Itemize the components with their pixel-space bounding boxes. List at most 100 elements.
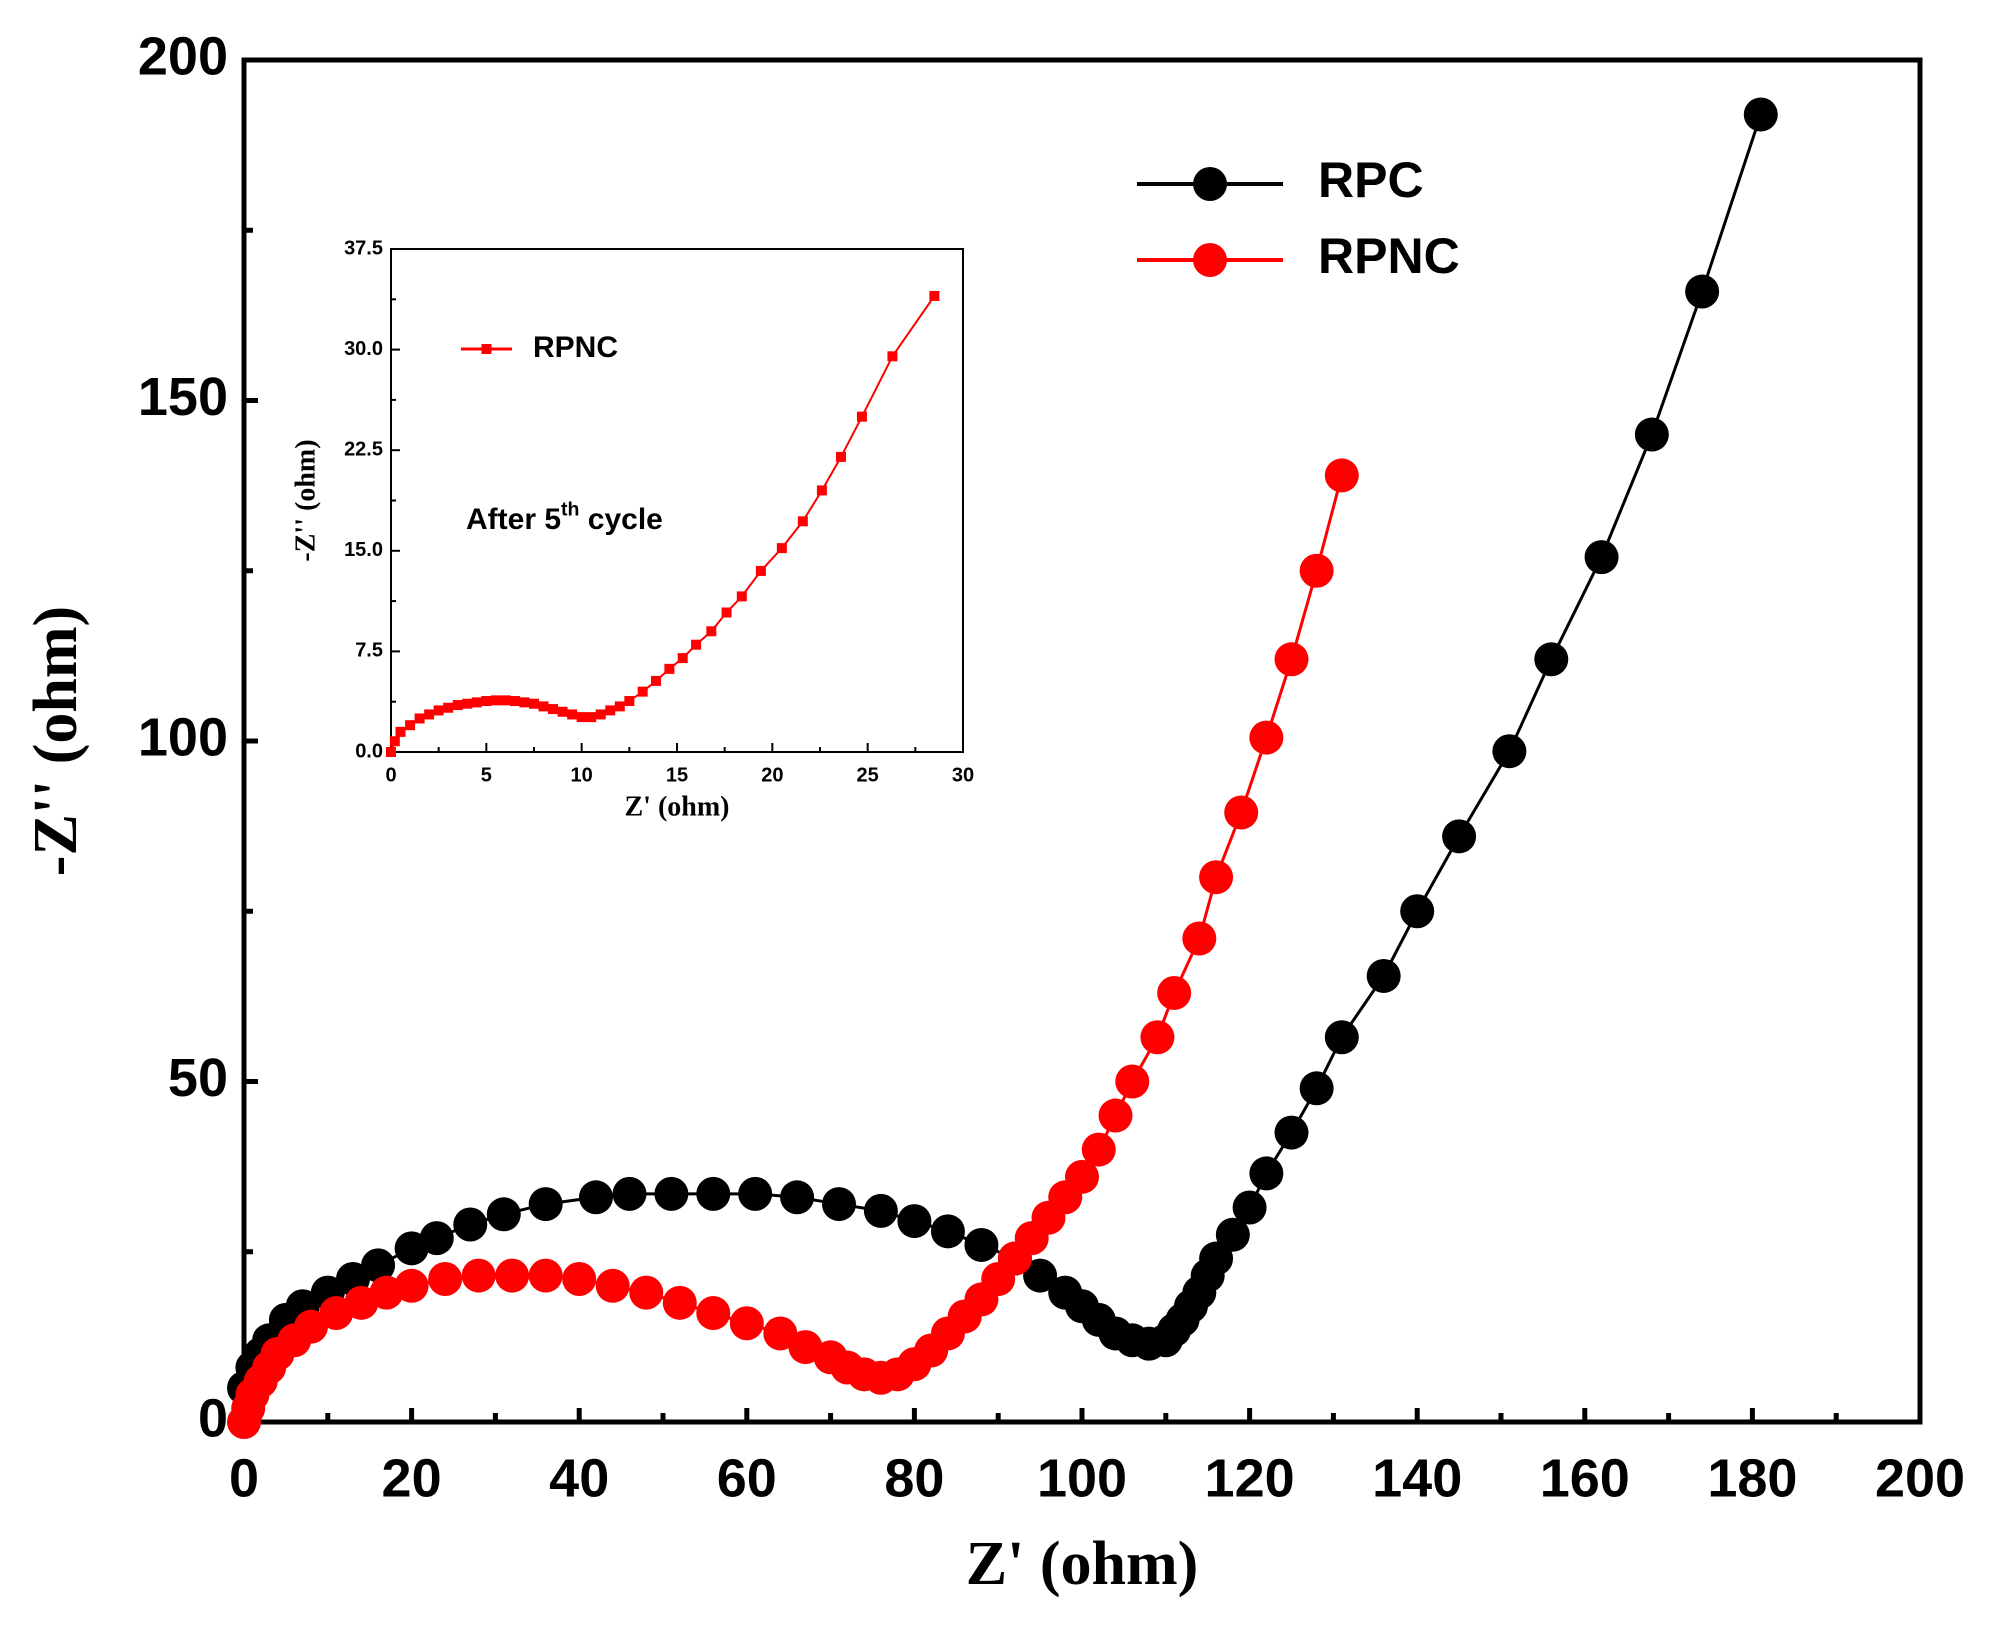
marker (500, 695, 511, 706)
marker (471, 697, 482, 708)
marker (443, 702, 454, 713)
marker (462, 698, 473, 709)
x-tick-label: 160 (1540, 1448, 1630, 1508)
y-tick-label: 37.5 (344, 237, 383, 259)
y-tick-label: 200 (138, 26, 228, 86)
marker (1584, 540, 1619, 575)
marker (453, 1207, 488, 1242)
x-tick-label: 0 (229, 1448, 259, 1508)
marker (776, 543, 787, 554)
marker (424, 709, 435, 720)
marker (461, 1258, 496, 1293)
marker (490, 695, 501, 706)
marker (1442, 819, 1477, 854)
marker (696, 1296, 731, 1331)
marker (721, 607, 732, 618)
marker (1249, 720, 1284, 755)
marker (1400, 894, 1435, 929)
marker (1065, 1159, 1099, 1194)
marker (1115, 1064, 1150, 1099)
x-tick-label: 30 (952, 764, 974, 786)
marker (755, 565, 766, 576)
legend-label: RPC (1318, 152, 1424, 208)
marker (863, 1193, 898, 1228)
marker (624, 696, 635, 707)
marker (578, 1180, 613, 1215)
marker (605, 705, 616, 716)
marker (856, 411, 867, 422)
marker (1224, 795, 1259, 830)
marker (780, 1180, 815, 1215)
x-tick-label: 180 (1707, 1448, 1797, 1508)
marker (1199, 1241, 1234, 1276)
x-tick-label: 40 (549, 1448, 609, 1508)
marker (1299, 553, 1334, 588)
annotation-part: cycle (579, 503, 662, 536)
marker (486, 1197, 521, 1232)
marker (529, 698, 539, 709)
marker (595, 1268, 630, 1303)
x-tick-label: 140 (1372, 1448, 1462, 1508)
marker (495, 1258, 530, 1293)
marker (677, 653, 688, 664)
marker (1215, 1217, 1250, 1252)
marker (1299, 1071, 1334, 1106)
marker (930, 1214, 965, 1249)
marker (1232, 1190, 1267, 1225)
marker (562, 1261, 597, 1296)
plot-frame (390, 248, 964, 753)
y-axis-title: -Z'' (ohm) (290, 439, 321, 561)
marker (821, 1187, 856, 1222)
x-tick-label: 25 (857, 764, 879, 786)
marker (1023, 1258, 1058, 1293)
legend-label: RPNC (1318, 228, 1460, 284)
marker (1081, 1132, 1116, 1167)
marker (1274, 1115, 1309, 1150)
marker (528, 1187, 563, 1222)
marker (738, 1176, 773, 1211)
marker (763, 1316, 798, 1351)
x-tick-label: 200 (1875, 1448, 1965, 1508)
marker (405, 720, 416, 731)
marker (481, 696, 492, 707)
marker (1743, 97, 1778, 132)
x-tick-label: 15 (666, 764, 688, 786)
marker (1249, 1156, 1284, 1191)
x-tick-label: 60 (717, 1448, 777, 1508)
y-tick-label: 7.5 (355, 640, 383, 662)
marker (419, 1221, 454, 1256)
x-tick-label: 0 (385, 764, 396, 786)
marker (629, 1275, 664, 1310)
marker (1492, 734, 1527, 769)
marker (452, 700, 463, 711)
marker (1182, 921, 1217, 956)
legend-marker (481, 344, 492, 354)
marker (929, 290, 940, 301)
marker (586, 712, 597, 723)
y-tick-label: 100 (138, 707, 228, 767)
marker (964, 1227, 999, 1262)
marker (1366, 958, 1401, 993)
annotation-part: After 5 (466, 503, 561, 536)
marker (651, 675, 662, 686)
x-tick-label: 5 (481, 764, 492, 786)
marker (428, 1261, 463, 1296)
marker (567, 709, 578, 720)
marker (1634, 417, 1669, 452)
y-tick-label: 150 (138, 367, 228, 427)
marker (557, 706, 568, 717)
marker (548, 704, 559, 715)
marker (361, 1248, 396, 1283)
marker (595, 709, 606, 720)
marker (1157, 975, 1192, 1010)
marker (736, 591, 747, 602)
legend-label: RPNC (533, 331, 618, 364)
legend-marker (1193, 243, 1227, 277)
marker (612, 1176, 647, 1211)
marker (696, 1176, 731, 1211)
marker (835, 451, 846, 462)
marker (394, 1268, 429, 1303)
marker (294, 1309, 329, 1344)
marker (1324, 458, 1359, 493)
